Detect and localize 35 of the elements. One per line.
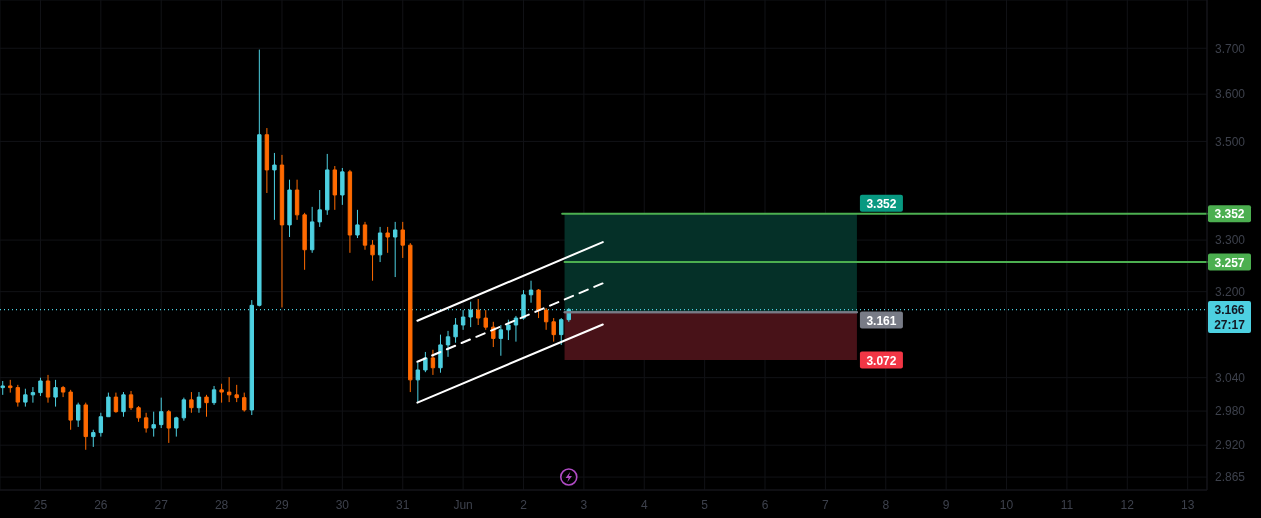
- y-tick-label: 3.040: [1215, 370, 1246, 385]
- x-tick-label: 7: [822, 497, 830, 512]
- y-tick-label: 3.700: [1215, 41, 1246, 56]
- x-tick-label: 29: [275, 497, 289, 512]
- x-tick-label: 30: [335, 497, 350, 512]
- x-tick-label: 11: [1060, 497, 1074, 512]
- y-tick-label: 2.920: [1215, 438, 1246, 453]
- x-tick-label: 3: [580, 497, 588, 512]
- x-tick-label: 13: [1180, 497, 1195, 512]
- x-tick-label: 9: [942, 497, 950, 512]
- x-tick-label: 26: [94, 497, 108, 512]
- data-label: 3.257: [1214, 255, 1245, 270]
- data-label: 3.352: [1214, 207, 1245, 222]
- x-tick-label: 6: [761, 497, 769, 512]
- x-tick-label: 2: [520, 497, 528, 512]
- x-tick-label: 8: [882, 497, 890, 512]
- x-tick-label: 28: [214, 497, 229, 512]
- y-tick-label: 2.865: [1215, 470, 1246, 485]
- y-tick-label: 3.300: [1215, 233, 1246, 248]
- y-tick-label: 2.980: [1215, 404, 1246, 419]
- x-tick-label: 27: [154, 497, 169, 512]
- annotation: 3.352: [866, 196, 897, 211]
- x-tick-label: Jun: [453, 497, 473, 512]
- x-tick-label: 10: [999, 497, 1014, 512]
- x-tick-label: 12: [1120, 497, 1135, 512]
- y-tick-label: 3.200: [1215, 284, 1246, 299]
- annotation: 3.072: [866, 353, 897, 368]
- x-tick-label: 25: [33, 497, 48, 512]
- x-tick-label: 31: [396, 497, 410, 512]
- y-tick-label: 3.600: [1215, 87, 1246, 102]
- y-tick-label: 3.500: [1215, 134, 1246, 149]
- x-tick-label: 5: [701, 497, 709, 512]
- data-label: 3.161: [866, 313, 897, 328]
- x-tick-label: 4: [640, 497, 648, 512]
- ref-line-label: 3.166 27:17: [1214, 303, 1246, 333]
